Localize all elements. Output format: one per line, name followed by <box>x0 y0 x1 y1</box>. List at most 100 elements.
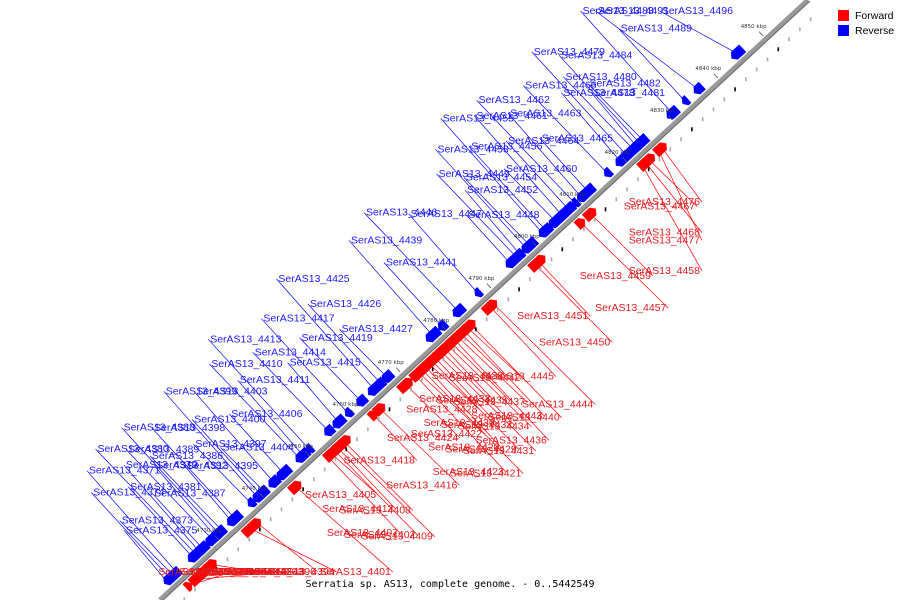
forward-gene-arrow <box>573 218 586 230</box>
forward-gene-leader <box>463 330 545 417</box>
forward-gene-leader <box>434 357 498 424</box>
forward-gene-arrow <box>462 319 476 333</box>
forward-gene-label: SerAS13_4438 <box>432 370 503 382</box>
legend-reverse-label: Reverse <box>855 25 894 37</box>
site-marker <box>669 147 672 152</box>
reverse-gene-leader <box>463 177 530 246</box>
site-marker <box>572 237 574 242</box>
tick-label: 4820 kbp <box>605 150 631 156</box>
forward-gene-label: SerAS13_4383 <box>218 566 289 578</box>
reverse-gene-leader <box>474 115 563 216</box>
site-marker <box>421 377 423 382</box>
reverse-gene-leader <box>151 427 236 519</box>
reverse-gene-label: SerAS13_4404 <box>223 442 294 454</box>
site-marker <box>788 37 790 42</box>
reverse-gene-label: SerAS13_4410 <box>211 358 282 370</box>
forward-gene-label: SerAS13_4440 <box>488 412 559 424</box>
reverse-gene-leader <box>523 85 608 174</box>
site-marker <box>205 577 207 582</box>
forward-gene-label: SerAS13_4390 <box>188 566 259 578</box>
site-marker <box>485 317 488 322</box>
forward-gene-label: SerAS13_4409 <box>362 531 433 543</box>
forward-gene-label: SerAS13_4467 <box>624 201 695 213</box>
tick-label: 4780 kbp <box>423 318 449 324</box>
forward-gene-leader <box>580 222 669 309</box>
site-marker <box>302 487 304 492</box>
reverse-gene-leader <box>587 83 644 141</box>
reverse-gene-leader <box>595 10 699 90</box>
forward-gene-leader <box>470 324 562 418</box>
forward-gene-leader <box>648 159 698 207</box>
tick-label: 4850 kbp <box>741 24 767 30</box>
reverse-gene-label: SerAS13_4381 <box>130 481 201 493</box>
site-marker <box>248 537 250 542</box>
reverse-gene-arrow <box>268 474 283 489</box>
site-marker <box>550 257 553 262</box>
reverse-gene-arrow <box>571 197 582 208</box>
forward-gene-label: SerAS13_4429 <box>445 443 516 455</box>
forward-gene-label: SerAS13_4436 <box>476 434 547 446</box>
forward-gene-label: SerAS13_4444 <box>522 399 593 411</box>
tick-label: 4760 kbp <box>332 402 358 408</box>
reverse-gene-label: SerAS13_4455 <box>443 113 514 125</box>
forward-gene-leader <box>661 147 703 203</box>
tick-label: 4810 kbp <box>559 192 585 198</box>
forward-gene-arrow <box>182 581 193 592</box>
genome-backbone <box>158 0 810 600</box>
reverse-gene-arrow <box>228 509 245 525</box>
forward-gene-label: SerAS13_4422 <box>411 428 482 440</box>
reverse-gene-label: SerAS13_4398 <box>154 422 225 434</box>
forward-gene-label: SerAS13_4442 <box>449 372 520 384</box>
reverse-gene-leader <box>468 146 547 231</box>
forward-gene-leader <box>428 363 480 410</box>
forward-gene-label: SerAS13_4418 <box>344 454 415 466</box>
reverse-gene-label: SerAS13_4478 <box>563 87 634 99</box>
reverse-gene-leader <box>618 28 686 102</box>
forward-gene-leader <box>457 336 528 403</box>
reverse-gene-arrow <box>305 443 316 454</box>
forward-gene-label: SerAS13_4391 <box>210 566 281 578</box>
reverse-gene-label: SerAS13_4427 <box>342 323 413 335</box>
reverse-gene-leader <box>299 337 362 402</box>
reverse-gene-leader <box>252 352 330 432</box>
forward-gene-label: SerAS13_4385 <box>158 566 229 578</box>
reverse-gene-label: SerAS13_4481 <box>594 87 665 99</box>
site-marker <box>237 547 240 552</box>
reverse-gene-leader <box>220 447 265 492</box>
forward-gene-leader <box>295 486 394 573</box>
tick-mark <box>531 241 537 247</box>
site-marker <box>431 367 434 372</box>
site-marker <box>313 477 315 482</box>
reverse-gene-label: SerAS13_4386 <box>152 450 223 462</box>
reverse-gene-label: SerAS13_4448 <box>468 209 539 221</box>
site-marker <box>226 557 229 562</box>
reverse-gene-arrow <box>666 104 682 120</box>
site-marker <box>647 167 650 172</box>
gene-features <box>163 17 812 600</box>
forward-gene-leader <box>405 384 461 439</box>
tick-label: 4790 kbp <box>469 276 495 282</box>
reverse-gene-label: SerAS13_4380 <box>98 443 169 455</box>
reverse-gene-label: SerAS13_4449 <box>439 168 510 180</box>
forward-gene-label: SerAS13_4458 <box>629 265 700 277</box>
forward-gene-label: SerAS13_4476 <box>629 196 700 208</box>
forward-gene-leader <box>334 450 418 536</box>
reverse-gene-label: SerAS13_4456 <box>471 141 542 153</box>
reverse-gene-label: SerAS13_4406 <box>231 408 302 420</box>
reverse-gene-label: SerAS13_4388 <box>124 422 195 434</box>
site-marker <box>637 177 639 182</box>
site-marker <box>464 337 466 342</box>
forward-gene-label: SerAS13_4420 <box>428 442 499 454</box>
reverse-gene-label: SerAS13_4479 <box>534 46 605 58</box>
site-marker <box>518 287 520 292</box>
site-marker <box>442 357 445 362</box>
reverse-gene-label: SerAS13_4439 <box>351 234 422 246</box>
reverse-gene-label: SerAS13_4446 <box>366 207 437 219</box>
reverse-gene-label: SerAS13_4452 <box>467 184 538 196</box>
reverse-gene-leader <box>119 520 174 576</box>
forward-gene-leader <box>344 441 414 511</box>
forward-gene-leader <box>250 528 337 573</box>
site-marker <box>766 57 769 62</box>
legend-reverse-swatch <box>838 25 849 36</box>
forward-gene-leader <box>425 366 502 448</box>
